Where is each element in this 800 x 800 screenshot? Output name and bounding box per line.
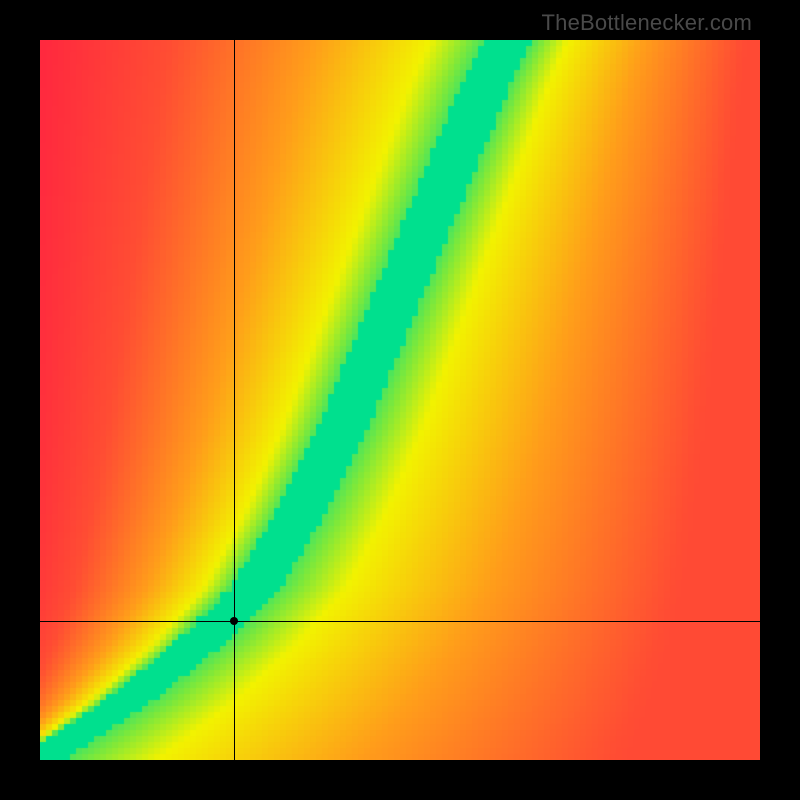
bottleneck-heatmap-canvas (40, 40, 760, 760)
heatmap-plot-frame (40, 40, 760, 760)
watermark-text: TheBottlenecker.com (542, 10, 752, 36)
